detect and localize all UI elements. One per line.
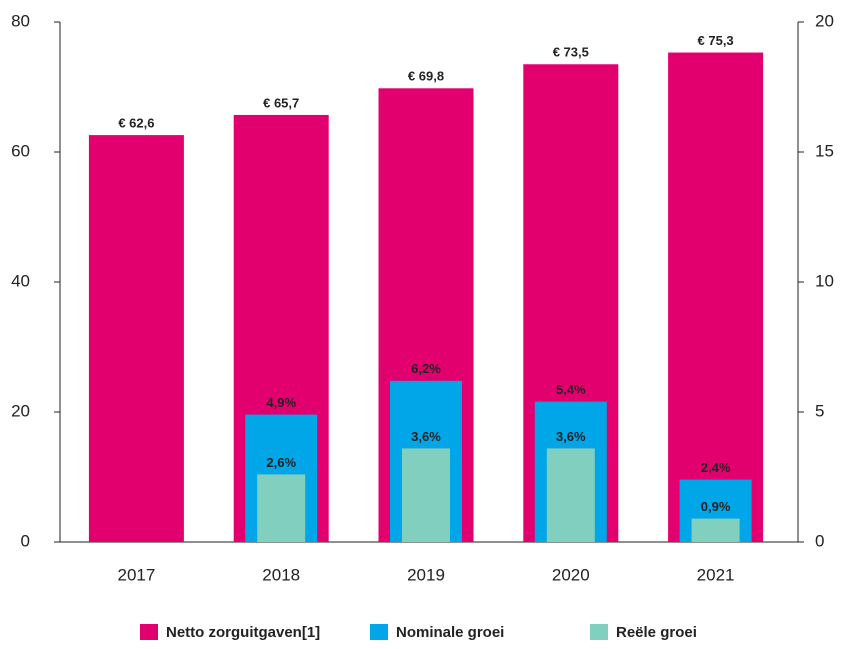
- legend-label: Reële groei: [616, 624, 697, 641]
- legend-swatch: [140, 624, 158, 640]
- x-tick-label: 2018: [262, 565, 300, 584]
- legend-swatch: [590, 624, 608, 640]
- value-label: 0,9%: [701, 499, 731, 514]
- y2-tick-label: 5: [815, 401, 824, 420]
- value-label: 3,6%: [556, 429, 586, 444]
- y-tick-label: 0: [21, 531, 30, 550]
- value-label: 5,4%: [556, 382, 586, 397]
- value-label: 2,4%: [701, 460, 731, 475]
- value-label: 4,9%: [266, 395, 296, 410]
- legend-swatch: [370, 624, 388, 640]
- x-tick-label: 2017: [117, 565, 155, 584]
- value-label: 3,6%: [411, 429, 441, 444]
- y2-tick-label: 15: [815, 141, 834, 160]
- x-tick-label: 2019: [407, 565, 445, 584]
- y-tick-label: 20: [11, 401, 30, 420]
- x-tick-label: 2020: [552, 565, 590, 584]
- value-label: € 65,7: [263, 95, 299, 110]
- value-label: € 75,3: [698, 33, 734, 48]
- y-tick-label: 40: [11, 271, 30, 290]
- bar: [691, 518, 740, 542]
- legend-label: Netto zorguitgaven[1]: [166, 624, 320, 641]
- value-label: € 69,8: [408, 69, 444, 84]
- y-tick-label: 60: [11, 141, 30, 160]
- x-tick-label: 2021: [697, 565, 735, 584]
- y-tick-label: 80: [11, 11, 30, 30]
- bar: [402, 448, 450, 542]
- y2-tick-label: 20: [815, 11, 834, 30]
- value-label: € 73,5: [553, 45, 589, 60]
- legend-label: Nominale groei: [396, 624, 504, 641]
- y2-tick-label: 10: [815, 271, 834, 290]
- y2-tick-label: 0: [815, 531, 824, 550]
- value-label: 6,2%: [411, 361, 441, 376]
- bar: [257, 474, 306, 542]
- bar: [668, 52, 764, 543]
- value-label: € 62,6: [118, 116, 154, 131]
- value-label: 2,6%: [266, 455, 296, 470]
- bar: [88, 135, 184, 542]
- bar: [546, 448, 595, 542]
